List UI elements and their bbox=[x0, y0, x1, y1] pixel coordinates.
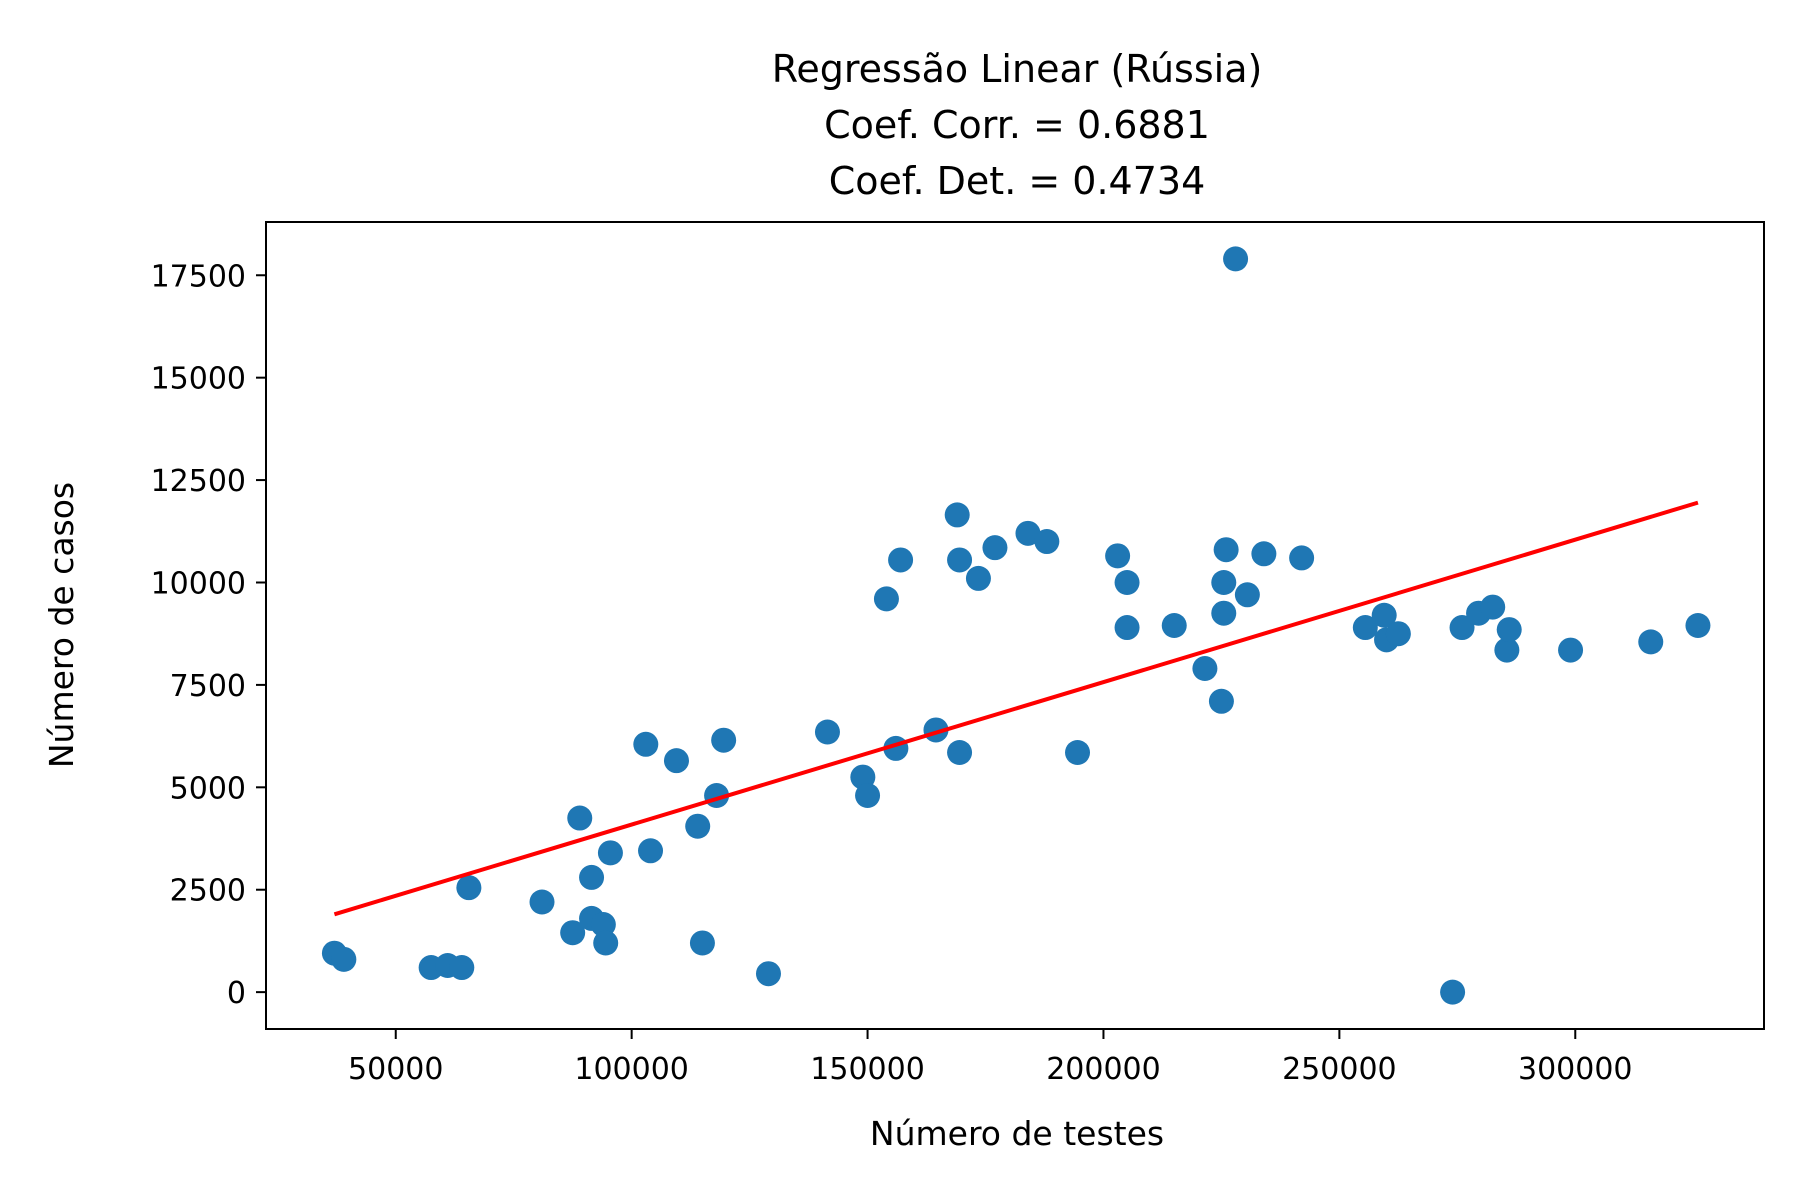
scatter-point bbox=[814, 719, 840, 745]
y-tick-label: 0 bbox=[227, 976, 246, 1011]
y-tick-label: 2500 bbox=[170, 874, 246, 909]
x-tick-label: 100000 bbox=[574, 1052, 689, 1087]
scatter-point bbox=[1211, 569, 1237, 595]
scatter-point bbox=[1251, 541, 1277, 567]
scatter-point bbox=[1496, 617, 1522, 643]
scatter-point bbox=[1385, 621, 1411, 647]
scatter-point bbox=[597, 840, 623, 866]
scatter-point bbox=[456, 875, 482, 901]
y-tick-label: 10000 bbox=[151, 566, 246, 601]
scatter-point bbox=[1449, 615, 1475, 641]
scatter-point bbox=[711, 727, 737, 753]
scatter-point bbox=[1234, 582, 1260, 608]
x-tick-label: 200000 bbox=[1046, 1052, 1161, 1087]
y-axis-label: Número de casos bbox=[42, 482, 81, 768]
x-axis-label: Número de testes bbox=[870, 1114, 1164, 1153]
x-tick-label: 250000 bbox=[1282, 1052, 1397, 1087]
scatter-point bbox=[1223, 246, 1249, 272]
scatter-point bbox=[1114, 615, 1140, 641]
scatter-point bbox=[1440, 979, 1466, 1005]
y-tick-label: 17500 bbox=[151, 259, 246, 294]
scatter-point bbox=[685, 813, 711, 839]
scatter-point bbox=[449, 955, 475, 981]
scatter-point bbox=[579, 864, 605, 890]
scatter-point bbox=[855, 783, 881, 809]
x-tick-label: 300000 bbox=[1518, 1052, 1633, 1087]
y-tick-label: 7500 bbox=[170, 669, 246, 704]
scatter-point bbox=[1034, 529, 1060, 555]
scatter-point bbox=[1114, 569, 1140, 595]
plot-area: 50000 100000 150000 200000 250000 300000 0 2500… bbox=[151, 221, 1765, 1087]
regression-line bbox=[333, 500, 1699, 917]
scatter-point bbox=[638, 838, 664, 864]
scatter-point bbox=[965, 565, 991, 591]
scatter-point bbox=[982, 535, 1008, 561]
scatter-point bbox=[529, 889, 555, 915]
y-tick-label: 15000 bbox=[151, 362, 246, 397]
scatter-point bbox=[1105, 543, 1131, 569]
scatter-point bbox=[1558, 637, 1584, 663]
scatter-point bbox=[1371, 602, 1397, 628]
scatter-point bbox=[689, 930, 715, 956]
chart-title-line-1: Regressão Linear (Rússia) bbox=[772, 47, 1263, 91]
scatter-point bbox=[1352, 615, 1378, 641]
scatter-point bbox=[1480, 594, 1506, 620]
scatter-point bbox=[947, 739, 973, 765]
scatter-point bbox=[331, 946, 357, 972]
x-tick-label: 150000 bbox=[810, 1052, 925, 1087]
scatter-point bbox=[663, 748, 689, 774]
chart-title-line-3: Coef. Det. = 0.4734 bbox=[829, 159, 1206, 203]
scatter-point bbox=[593, 930, 619, 956]
scatter-point bbox=[1494, 637, 1520, 663]
x-tick-label: 50000 bbox=[348, 1052, 443, 1087]
scatter-point bbox=[560, 920, 586, 946]
scatter-point bbox=[633, 731, 659, 757]
scatter-point bbox=[888, 547, 914, 573]
chart-title: Regressão Linear (Rússia) Coef. Corr. = … bbox=[772, 47, 1263, 203]
y-tick-label: 12500 bbox=[151, 464, 246, 499]
scatter-point bbox=[1161, 613, 1187, 638]
scatter-point bbox=[1685, 613, 1711, 638]
scatter-point bbox=[873, 586, 899, 612]
scatter-point bbox=[1289, 545, 1315, 571]
scatter-point bbox=[1208, 688, 1234, 714]
scatter-point bbox=[590, 912, 616, 938]
scatter-point bbox=[944, 502, 970, 528]
scatter-point bbox=[1211, 600, 1237, 626]
scatter-point bbox=[1213, 537, 1239, 563]
scatter-point bbox=[1638, 629, 1664, 655]
scatter-point bbox=[1065, 739, 1091, 765]
scatter-point bbox=[567, 805, 593, 831]
chart-title-line-2: Coef. Corr. = 0.6881 bbox=[824, 103, 1210, 147]
y-tick-label: 5000 bbox=[170, 771, 246, 806]
scatter-point bbox=[755, 961, 781, 987]
scatter-point bbox=[1015, 520, 1041, 546]
scatter-point bbox=[1192, 656, 1218, 682]
plot-frame bbox=[265, 221, 1765, 1030]
scatter-point bbox=[947, 547, 973, 573]
